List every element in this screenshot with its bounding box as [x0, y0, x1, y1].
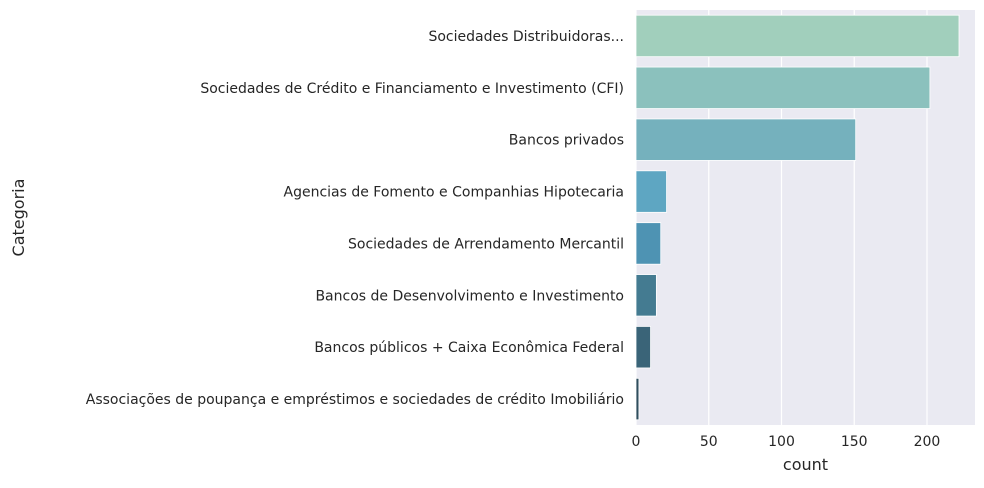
- category-labels: Sociedades Distribuidoras... Sociedades d…: [86, 29, 624, 408]
- bar: [635, 326, 651, 369]
- category-label: Bancos públicos + Caixa Econômica Federa…: [314, 340, 624, 356]
- x-tick-label: 50: [700, 434, 718, 450]
- x-axis-title: count: [783, 455, 828, 474]
- category-label: Agencias de Fomento e Companhias Hipotec…: [284, 185, 625, 201]
- bar: [635, 170, 667, 213]
- bar: [635, 274, 657, 317]
- category-label: Sociedades Distribuidoras...: [428, 29, 624, 45]
- x-tick-label: 100: [768, 434, 795, 450]
- bar: [635, 377, 640, 421]
- bar: [635, 222, 662, 265]
- category-label: Bancos privados: [509, 133, 624, 149]
- bar: [635, 66, 931, 109]
- category-label: Sociedades de Crédito e Financiamento e …: [200, 81, 624, 97]
- category-label: Bancos de Desenvolvimento e Investimento: [315, 288, 624, 304]
- category-label: Associações de poupança e empréstimos e …: [86, 392, 624, 408]
- x-tick-label: 0: [632, 434, 641, 450]
- bars: [635, 14, 960, 421]
- bar: [635, 118, 857, 161]
- category-label: Sociedades de Arrendamento Mercantil: [348, 236, 624, 252]
- bar: [635, 14, 960, 58]
- x-tick-labels: 0 50 100 150 200: [632, 434, 941, 450]
- x-tick-label: 150: [841, 434, 868, 450]
- x-tick-label: 200: [914, 434, 941, 450]
- y-axis-title: Categoria: [9, 179, 28, 257]
